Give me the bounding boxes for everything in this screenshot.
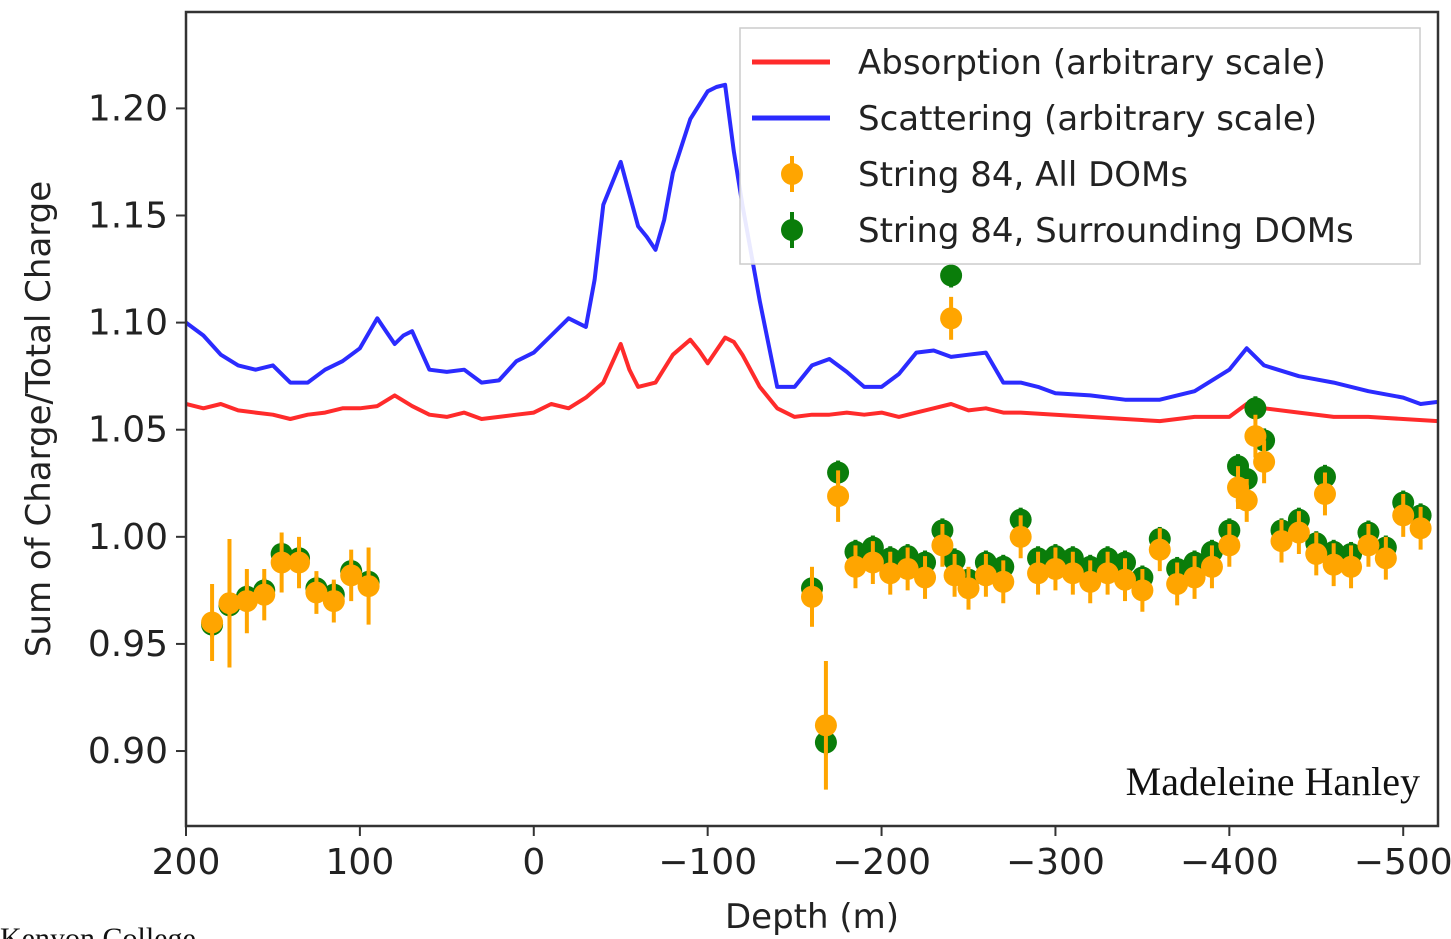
legend-label: String 84, All DOMs	[858, 155, 1188, 195]
all-doms-point	[861, 551, 884, 574]
legend-marker-swatch	[781, 219, 803, 241]
all-doms-point	[957, 577, 980, 600]
all-doms-point	[253, 583, 276, 606]
all-doms-point	[992, 570, 1015, 593]
series-line	[186, 82, 1438, 406]
y-tick-label: 1.05	[88, 410, 168, 451]
x-tick-label: −100	[658, 842, 757, 883]
axes-frame	[184, 10, 1440, 828]
all-doms-point	[201, 611, 224, 634]
all-doms-point	[940, 307, 963, 330]
all-doms-point	[1166, 572, 1189, 595]
all-doms-point	[1218, 534, 1241, 557]
all-doms-point	[1009, 525, 1032, 548]
y-tick-label: 0.95	[88, 624, 168, 665]
all-doms-point	[270, 551, 293, 574]
x-tick-label: −300	[1006, 842, 1105, 883]
all-doms-point	[896, 557, 919, 580]
all-doms-point	[1409, 517, 1432, 540]
series-line	[186, 335, 1438, 424]
plot-area	[186, 82, 1438, 790]
all-doms-point	[357, 575, 380, 598]
x-axis: 200 100 0 −100 −200 −300 −400 −500	[152, 826, 1451, 883]
all-doms-point	[1287, 521, 1310, 544]
all-doms-point	[827, 485, 850, 508]
all-doms-point	[1114, 568, 1136, 591]
all-doms-point	[235, 590, 258, 613]
all-doms-point	[305, 581, 328, 604]
all-doms-point	[1183, 566, 1206, 589]
y-tick-label: 1.20	[88, 88, 168, 129]
all-doms-point	[1096, 562, 1119, 585]
legend-label: Absorption (arbitrary scale)	[858, 43, 1326, 83]
x-tick-label: −400	[1180, 842, 1279, 883]
all-doms-point	[1340, 555, 1363, 578]
all-doms-point	[1313, 482, 1336, 505]
all-doms-point	[1131, 579, 1154, 602]
all-doms-point	[1392, 504, 1415, 527]
legend-label: String 84, Surrounding DOMs	[858, 211, 1354, 251]
x-tick-label: −500	[1354, 842, 1451, 883]
all-doms-point	[879, 562, 902, 585]
all-doms-point	[814, 714, 837, 737]
all-doms-point	[1322, 553, 1345, 576]
y-axis-label: Sum of Charge/Total Charge	[19, 181, 59, 657]
all-doms-point	[288, 551, 311, 574]
y-tick-label: 1.15	[88, 196, 168, 237]
all-doms-point	[1270, 530, 1293, 553]
y-axis: 0.90 0.95 1.00 1.05 1.10 1.15 1.20	[88, 88, 186, 772]
all-doms-point	[1044, 557, 1067, 580]
all-doms-point	[943, 564, 966, 587]
all-doms-point	[1253, 450, 1276, 473]
all-doms-point	[218, 592, 241, 615]
all-doms-point	[1374, 547, 1397, 570]
y-tick-label: 0.90	[88, 731, 168, 772]
all-doms-point	[1061, 562, 1084, 585]
all-doms-point	[1357, 534, 1380, 557]
x-tick-label: −200	[832, 842, 931, 883]
all-doms-point	[1200, 555, 1223, 578]
all-doms-point	[931, 534, 954, 557]
legend-label: Scattering (arbitrary scale)	[858, 99, 1317, 139]
author-annotation: Madeleine Hanley	[1126, 759, 1420, 804]
all-doms-point	[1235, 489, 1258, 512]
x-tick-label: 200	[152, 842, 221, 883]
y-tick-label: 1.10	[88, 303, 168, 344]
all-doms-point	[1305, 542, 1328, 565]
legend-box	[739, 27, 1421, 265]
all-doms-point	[914, 566, 937, 589]
legend: Absorption (arbitrary scale) Scattering (…	[739, 27, 1421, 265]
surrounding-point	[940, 264, 963, 287]
all-doms-point	[844, 555, 867, 578]
legend-marker-swatch	[781, 163, 803, 185]
all-doms-point	[801, 585, 823, 608]
y-tick-label: 1.00	[88, 517, 168, 558]
x-tick-label: 100	[326, 842, 395, 883]
all-doms-point	[1079, 570, 1102, 593]
footer-institution: Kenyon College	[0, 922, 196, 939]
all-doms-point	[1027, 562, 1050, 585]
all-doms-point	[1148, 538, 1171, 561]
all-doms-point	[322, 590, 345, 613]
surrounding-point	[1244, 397, 1267, 420]
x-tick-label: 0	[522, 842, 545, 883]
all-doms-point	[1244, 425, 1267, 448]
all-doms-point	[340, 564, 363, 587]
all-doms-point	[974, 564, 997, 587]
x-axis-label: Depth (m)	[725, 897, 899, 937]
